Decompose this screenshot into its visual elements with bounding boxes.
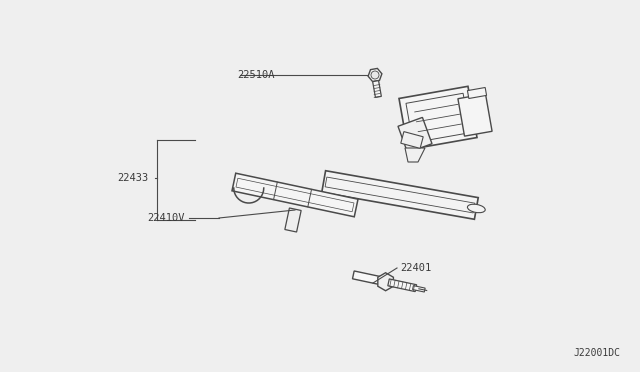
Polygon shape (405, 148, 425, 162)
Polygon shape (399, 86, 477, 150)
Polygon shape (372, 81, 381, 97)
Polygon shape (368, 68, 382, 81)
Polygon shape (398, 118, 432, 153)
Polygon shape (353, 271, 383, 285)
Polygon shape (401, 132, 423, 148)
Polygon shape (232, 173, 358, 217)
Polygon shape (458, 94, 492, 136)
Polygon shape (285, 208, 301, 232)
Text: 22410V: 22410V (147, 213, 184, 223)
Polygon shape (467, 87, 486, 99)
Text: 22433: 22433 (117, 173, 148, 183)
Text: J22001DC: J22001DC (573, 348, 620, 358)
Polygon shape (378, 273, 394, 291)
Polygon shape (388, 279, 417, 292)
Text: 22401: 22401 (400, 263, 431, 273)
Polygon shape (413, 286, 425, 292)
Ellipse shape (467, 204, 485, 213)
Circle shape (371, 71, 379, 79)
Text: 22510A: 22510A (237, 70, 275, 80)
Polygon shape (236, 178, 354, 212)
Polygon shape (322, 171, 478, 219)
Polygon shape (325, 177, 475, 213)
Polygon shape (406, 93, 470, 143)
